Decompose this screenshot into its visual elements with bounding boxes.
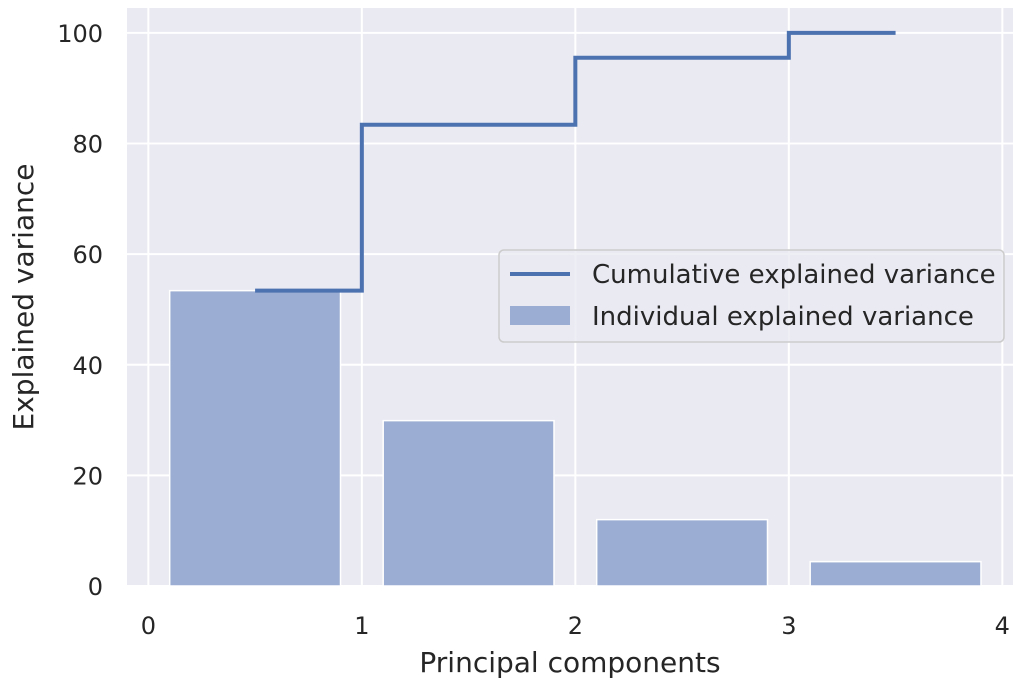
x-tick-label-4: 4	[995, 612, 1010, 640]
legend: Cumulative explained variance Individual…	[498, 249, 1005, 343]
y-tick-label-80: 80	[72, 131, 103, 159]
x-tick-label-3: 3	[781, 612, 796, 640]
y-axis-label: Explained variance	[7, 164, 40, 431]
bars-group	[168, 289, 982, 587]
y-tick-label-60: 60	[72, 241, 103, 269]
cumulative-variance-line	[255, 30, 896, 293]
legend-label-individual: Individual explained variance	[592, 302, 974, 332]
bar-2	[382, 419, 555, 587]
legend-bar-swatch	[510, 306, 570, 325]
bar-4	[809, 560, 982, 587]
y-tick-label-100: 100	[57, 20, 103, 48]
bar-3	[595, 518, 769, 587]
legend-box	[498, 249, 1005, 343]
y-tick-label-40: 40	[72, 352, 103, 380]
y-tick-label-0: 0	[88, 573, 103, 601]
x-tick-label-0: 0	[141, 612, 156, 640]
bar-1	[168, 289, 342, 587]
line-group	[255, 30, 896, 293]
y-tick-labels: 0 20 40 60 80 100	[57, 20, 103, 601]
x-tick-label-1: 1	[354, 612, 369, 640]
x-axis-label: Principal components	[419, 646, 720, 679]
x-tick-labels: 0 1 2 3 4	[141, 612, 1010, 640]
x-tick-label-2: 2	[568, 612, 583, 640]
y-tick-label-20: 20	[72, 462, 103, 490]
legend-label-cumulative: Cumulative explained variance	[592, 260, 996, 290]
